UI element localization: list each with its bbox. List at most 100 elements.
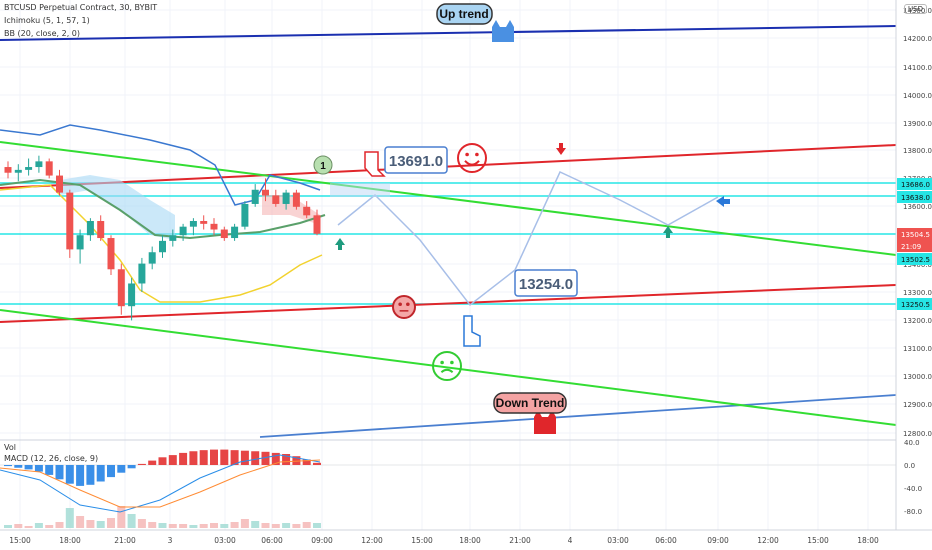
volume-bar <box>117 506 126 528</box>
macd-line <box>0 454 321 513</box>
price-tick-label: 13800.0 <box>903 147 932 155</box>
bb-label[interactable]: BB (20, close, 2, 0) <box>4 29 80 38</box>
macd-histogram-bar <box>127 465 136 469</box>
macd-histogram-bar <box>230 450 239 465</box>
target-high-box <box>384 146 448 174</box>
bb-upper <box>0 124 321 206</box>
candle-body <box>169 235 177 241</box>
volume-bar <box>14 524 23 528</box>
price-tick-label: 13000.0 <box>903 373 932 381</box>
time-tick-label: 03:00 <box>214 536 236 545</box>
candle-body <box>97 221 105 239</box>
volume-bar <box>127 514 136 528</box>
hand-pointer-icon <box>364 151 386 177</box>
candle-body <box>179 226 187 236</box>
candle-body <box>231 226 239 239</box>
candle-body <box>148 252 156 264</box>
channel-top-line <box>0 141 897 256</box>
time-tick-label: 09:00 <box>707 536 729 545</box>
currency-button[interactable]: USD <box>904 4 927 14</box>
macd-label[interactable]: MACD (12, 26, close, 9) <box>4 454 99 463</box>
price-tag-label: 21:09 <box>901 243 921 251</box>
candle-body <box>272 195 280 204</box>
time-tick-label: 06:00 <box>261 536 283 545</box>
macd-histogram-bar <box>282 454 291 465</box>
candle-body <box>86 221 94 236</box>
price-tag <box>897 298 932 310</box>
macd-pane <box>0 449 896 528</box>
macd-histogram-bar <box>34 465 43 472</box>
down-trend-label: Down Trend <box>496 396 565 410</box>
candle-body <box>313 215 321 234</box>
candle-body <box>262 189 269 196</box>
projection-zigzag <box>337 171 719 307</box>
volume-bar <box>282 523 291 528</box>
volume-bar <box>55 522 64 528</box>
ichimoku-label[interactable]: Ichimoku (5, 1, 57, 1) <box>4 16 90 25</box>
up-trend-bubble <box>436 3 493 25</box>
kumo-cloud-red <box>262 195 320 225</box>
time-tick-label: 12:00 <box>757 536 779 545</box>
marker-circle <box>313 155 333 175</box>
candle-body <box>292 192 300 207</box>
macd-histogram-bar <box>14 465 23 468</box>
highlight-zone <box>330 183 390 197</box>
macd-histogram-bar <box>117 465 126 473</box>
smiley-tongue-icon <box>432 351 462 381</box>
macd-histogram-bar <box>24 465 33 470</box>
macd-histogram-bar <box>76 465 85 486</box>
price-tick-label: 12900.0 <box>903 401 932 409</box>
volume-bar <box>240 519 249 528</box>
time-tick-label: 21:00 <box>114 536 136 545</box>
smiley-neutral-icon <box>392 295 416 319</box>
macd-tick-label: -80.0 <box>904 508 922 516</box>
time-tick-label: 21:00 <box>509 536 531 545</box>
price-tick-label: 13100.0 <box>903 345 932 353</box>
volume-bar <box>313 523 321 528</box>
lagging-span <box>0 184 323 303</box>
cat-red-icon <box>534 410 556 434</box>
volume-bar <box>230 522 239 528</box>
macd-histogram-bar <box>65 465 74 484</box>
price-tick-label: 14200.0 <box>903 35 932 43</box>
channel-bottom-line <box>0 309 897 426</box>
symbol-title: BTCUSD Perpetual Contract, 30, BYBIT <box>4 3 158 12</box>
price-tick-label: 12800.0 <box>903 430 932 438</box>
drawing-lines <box>0 25 897 438</box>
volume-bar <box>220 524 229 528</box>
time-tick-label: 3 <box>168 536 173 545</box>
price-tag-label: 13638.0 <box>901 194 930 202</box>
volume-bar <box>137 519 146 528</box>
candle-body <box>241 203 249 227</box>
volume-bar <box>34 523 43 528</box>
price-tick-label: 14000.0 <box>903 92 932 100</box>
price-axis: 14300.0 14200.0 14100.0 14000.0 13900.0 13800… <box>895 0 932 530</box>
volume-bar <box>96 521 105 528</box>
volume-bar <box>158 523 167 528</box>
macd-histogram-bar <box>240 450 249 465</box>
vol-label[interactable]: Vol <box>4 443 16 452</box>
macd-tick-label: -40.0 <box>904 485 922 493</box>
price-tag <box>897 228 932 240</box>
price-tick-label: 14100.0 <box>903 64 932 72</box>
macd-histogram-bar <box>261 451 270 465</box>
macd-histogram-bar <box>271 452 280 465</box>
macd-tick-label: 0.0 <box>904 462 915 470</box>
up-trend-line <box>0 25 897 41</box>
volume-bar <box>4 525 12 528</box>
candle-body <box>189 221 197 227</box>
volume-bar <box>251 521 260 528</box>
time-tick-label: 12:00 <box>361 536 383 545</box>
macd-histogram-bar <box>148 460 157 465</box>
resistance-line <box>0 144 897 189</box>
price-tick-label: 14300.0 <box>903 7 932 15</box>
arrow-left-icon <box>716 196 730 207</box>
candle-body <box>4 167 12 173</box>
candle-body <box>159 240 166 253</box>
volume-bar <box>261 523 270 528</box>
candle-body <box>251 189 259 204</box>
volume-bar <box>24 526 33 528</box>
volume-bar <box>179 524 188 528</box>
volume-bar <box>148 522 157 528</box>
